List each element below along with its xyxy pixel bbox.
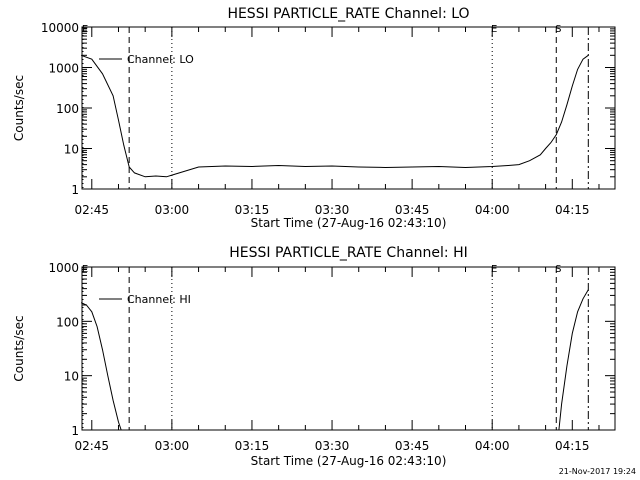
y-tick-label: 100 xyxy=(56,102,79,116)
x-tick-label: 03:00 xyxy=(155,203,190,217)
y-tick-label: 100 xyxy=(56,315,79,329)
footer-timestamp: 21-Nov-2017 19:24 xyxy=(559,467,636,476)
legend-label: Channel: LO xyxy=(127,53,194,66)
y-tick-label: 10000 xyxy=(41,21,79,35)
y-tick-label: 1 xyxy=(71,424,79,438)
plot-frame xyxy=(81,266,616,431)
x-tick-label: 04:00 xyxy=(475,203,510,217)
y-tick-label: 10 xyxy=(64,143,79,157)
event-marker-label: S xyxy=(555,264,561,275)
x-tick-label: 03:15 xyxy=(235,203,270,217)
chart-title: HESSI PARTICLE_RATE Channel: LO xyxy=(227,6,469,22)
event-marker-label: E xyxy=(491,264,497,275)
chart-panel-lo: HESSI PARTICLE_RATE Channel: LO Start Tim… xyxy=(12,6,616,230)
x-tick-label: 03:15 xyxy=(235,439,270,453)
x-tick-label: 03:45 xyxy=(395,439,430,453)
x-tick-label: 03:30 xyxy=(315,203,350,217)
x-axis-label: Start Time (27-Aug-16 02:43:10) xyxy=(251,216,447,230)
series-line xyxy=(80,302,122,431)
y-tick-label: 1000 xyxy=(48,62,79,76)
x-tick-label: 04:00 xyxy=(475,439,510,453)
chart-panel-hi: HESSI PARTICLE_RATE Channel: HI Start Tim… xyxy=(12,245,616,468)
event-marker-label: E xyxy=(82,264,88,275)
y-tick-label: 1000 xyxy=(48,261,79,275)
x-tick-label: 02:45 xyxy=(74,439,109,453)
x-tick-label: 02:45 xyxy=(74,203,109,217)
x-tick-label: 03:00 xyxy=(155,439,190,453)
event-marker-label: E xyxy=(491,24,497,35)
legend-label: Channel: HI xyxy=(127,293,191,306)
x-axis-label: Start Time (27-Aug-16 02:43:10) xyxy=(251,454,447,468)
event-marker-label: E xyxy=(82,24,88,35)
event-marker-label: S xyxy=(555,24,561,35)
x-tick-label: 03:30 xyxy=(315,439,350,453)
chart-title: HESSI PARTICLE_RATE Channel: HI xyxy=(229,245,467,261)
series-line xyxy=(558,289,589,431)
x-tick-label: 04:15 xyxy=(555,439,590,453)
y-tick-label: 10 xyxy=(64,370,79,384)
series-line xyxy=(80,54,589,178)
y-axis-label: Counts/sec xyxy=(12,75,26,141)
x-tick-label: 03:45 xyxy=(395,203,430,217)
x-tick-label: 04:15 xyxy=(555,203,590,217)
plot-frame xyxy=(81,26,616,190)
y-tick-label: 1 xyxy=(71,183,79,197)
y-axis-label: Counts/sec xyxy=(12,315,26,381)
